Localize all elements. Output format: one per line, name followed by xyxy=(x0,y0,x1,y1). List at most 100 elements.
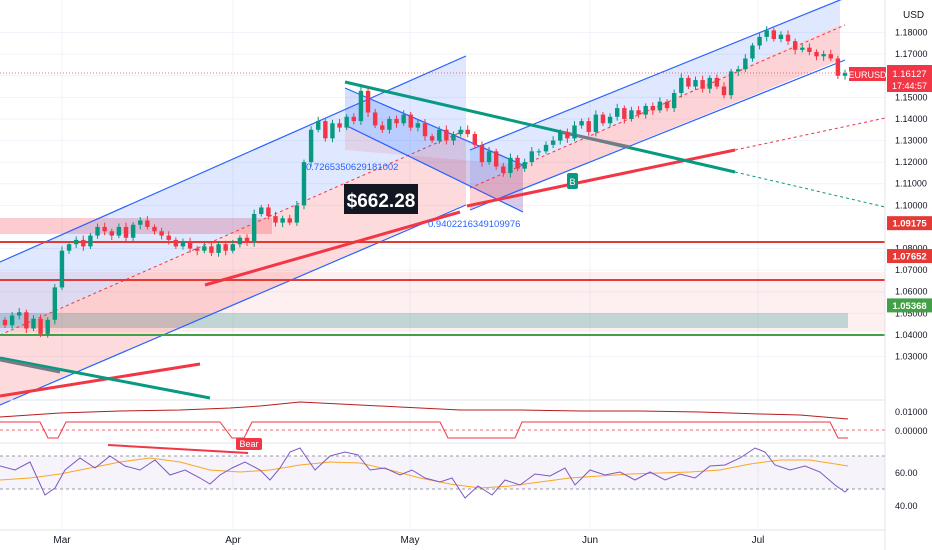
candle xyxy=(273,211,278,227)
candle xyxy=(415,119,421,132)
candle xyxy=(59,246,65,291)
candle xyxy=(493,148,499,170)
x-tick-label: Apr xyxy=(225,535,241,546)
candle xyxy=(593,110,599,137)
candle xyxy=(81,235,86,251)
bear-label: Bear xyxy=(236,438,262,450)
candle xyxy=(244,234,250,246)
oscillator-line-red xyxy=(0,421,848,439)
candle xyxy=(38,314,43,338)
candle xyxy=(351,113,357,125)
candle xyxy=(728,68,734,100)
candle xyxy=(9,312,15,329)
candle xyxy=(444,125,449,145)
candle xyxy=(764,26,769,42)
osc-tick-1: 0.01000 xyxy=(895,407,928,417)
candle xyxy=(679,73,684,98)
candle xyxy=(372,109,378,129)
profit-label: $662.28 xyxy=(344,184,418,214)
candle xyxy=(387,116,392,134)
candle xyxy=(109,228,114,241)
candle xyxy=(287,214,292,226)
candle xyxy=(743,54,748,72)
candle xyxy=(102,222,107,236)
candle xyxy=(401,110,406,126)
rsi-line xyxy=(0,447,849,499)
candle xyxy=(714,74,720,90)
candle xyxy=(792,38,798,55)
candle xyxy=(622,105,627,124)
svg-text:1.16127: 1.16127 xyxy=(892,69,926,80)
candle xyxy=(479,141,485,167)
candle xyxy=(52,283,58,325)
candle xyxy=(209,242,214,257)
candle xyxy=(138,217,143,230)
candle xyxy=(216,241,221,257)
candle xyxy=(508,153,513,178)
candle xyxy=(130,222,136,242)
channel-down-top xyxy=(344,87,524,166)
rsi-ma-line xyxy=(0,457,849,489)
candle xyxy=(422,118,428,141)
candle xyxy=(45,317,50,338)
level-tag-bg xyxy=(887,298,932,313)
candle xyxy=(2,317,8,328)
chart-drawings xyxy=(0,0,885,406)
fib-label-a: 0.7265350629181002 xyxy=(306,162,398,173)
candle xyxy=(429,133,435,144)
level-tag-bg xyxy=(887,249,932,264)
svg-text:0.9402216349109976: 0.9402216349109976 xyxy=(428,219,520,230)
x-tick-label: Jul xyxy=(752,535,765,546)
candle xyxy=(785,30,791,46)
red-zone-band xyxy=(0,272,885,332)
rsi-tick-label: 60.00 xyxy=(895,468,918,478)
candle xyxy=(230,239,236,254)
candle xyxy=(686,75,691,90)
level-tag-label: 1.07652 xyxy=(892,252,926,263)
x-axis-ticks: Mar Apr May Jun Jul xyxy=(53,535,764,546)
y-tick-label: 1.04000 xyxy=(895,330,928,340)
candle xyxy=(807,43,812,56)
candle xyxy=(259,204,264,217)
level-tag-bg xyxy=(887,216,932,231)
channel-left-top xyxy=(0,55,467,263)
level-tag-label: 1.09175 xyxy=(892,219,927,230)
svg-text:17:44:57: 17:44:57 xyxy=(892,81,927,91)
candle xyxy=(515,155,520,172)
x-tick-label: Mar xyxy=(53,535,71,546)
channel-down-bottom xyxy=(344,124,524,213)
svg-text:B: B xyxy=(569,177,575,187)
candle xyxy=(251,209,257,247)
candle xyxy=(629,106,634,122)
candle xyxy=(800,44,805,53)
rsi-axis-ticks: 60.00 40.00 xyxy=(895,468,918,511)
y-tick-label: 1.10000 xyxy=(895,200,928,210)
candle xyxy=(572,121,577,141)
candle xyxy=(337,118,342,133)
candle xyxy=(180,238,186,250)
candle xyxy=(202,242,207,254)
candle xyxy=(330,119,335,143)
candle xyxy=(600,112,606,126)
candle xyxy=(700,75,705,93)
candle xyxy=(636,105,641,118)
candle xyxy=(31,315,36,332)
candle xyxy=(814,49,819,61)
candle xyxy=(408,112,413,131)
candle xyxy=(757,33,762,50)
candle xyxy=(736,65,741,76)
x-tick-label: May xyxy=(401,535,420,546)
candle xyxy=(522,158,527,172)
oscillator-line-dark xyxy=(0,401,849,420)
y-tick-label: 1.17000 xyxy=(895,49,928,59)
candle xyxy=(316,116,321,133)
candle xyxy=(543,141,549,154)
candle xyxy=(88,232,93,249)
candle xyxy=(344,114,349,131)
candle xyxy=(607,113,613,127)
gray-line-right xyxy=(559,130,631,149)
y-tick-label: 1.14000 xyxy=(895,114,928,124)
green-trendline-lower xyxy=(0,356,211,400)
channel-left-upper-fill xyxy=(0,56,466,335)
